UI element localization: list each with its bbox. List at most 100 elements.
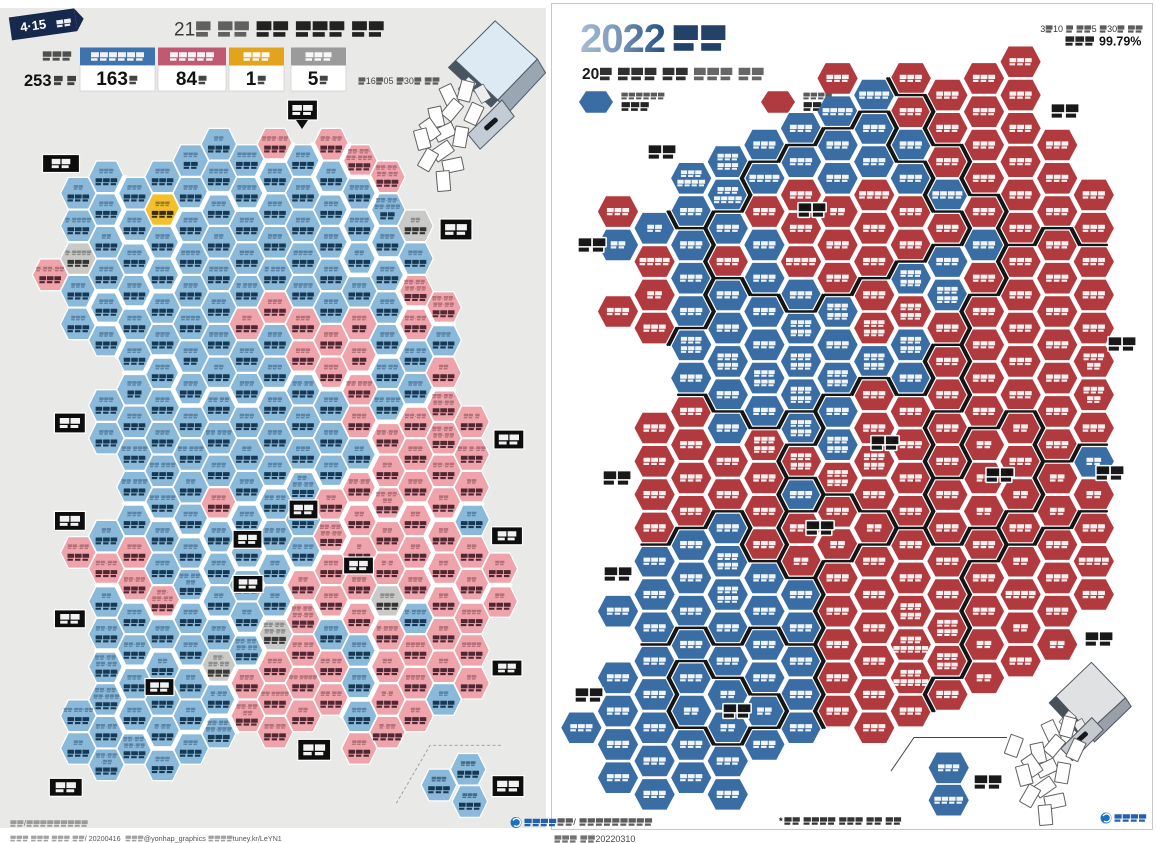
svg-text:10: 10 — [1053, 24, 1063, 34]
svg-text:·: · — [386, 561, 388, 567]
svg-text:·: · — [307, 476, 309, 482]
svg-text:16: 16 — [366, 76, 376, 86]
svg-text:·: · — [105, 753, 107, 759]
svg-text:/: / — [573, 817, 576, 828]
svg-text:·: · — [162, 597, 164, 603]
svg-text:·: · — [397, 492, 399, 498]
svg-text:·: · — [72, 708, 74, 714]
svg-text:·: · — [83, 708, 85, 714]
svg-text:·: · — [386, 492, 388, 498]
svg-text:253: 253 — [24, 72, 52, 90]
svg-text:·: · — [53, 267, 55, 273]
svg-text:·: · — [273, 623, 275, 629]
svg-text:·: · — [442, 427, 444, 433]
svg-text:·: · — [410, 610, 412, 616]
svg-text:·: · — [442, 296, 444, 302]
svg-text:·: · — [443, 433, 445, 439]
svg-text:·: · — [246, 646, 248, 652]
svg-text:·: · — [474, 447, 476, 453]
svg-text:20220310: 20220310 — [595, 834, 635, 843]
svg-text:·: · — [285, 623, 287, 629]
svg-text:·: · — [358, 479, 360, 485]
svg-text:·: · — [189, 574, 191, 580]
svg-text:·: · — [101, 760, 103, 766]
svg-text:·: · — [397, 198, 399, 204]
svg-text:·: · — [397, 166, 399, 172]
svg-text:·: · — [105, 626, 107, 632]
svg-text:·: · — [105, 688, 107, 694]
svg-text:·: · — [453, 427, 455, 433]
svg-text:·: · — [302, 482, 304, 488]
svg-text:·: · — [105, 724, 107, 730]
svg-text:·: · — [167, 590, 169, 596]
svg-text:·: · — [200, 574, 202, 580]
svg-text:·: · — [223, 655, 225, 661]
svg-text:5: 5 — [308, 69, 319, 90]
svg-text:·: · — [330, 136, 332, 142]
svg-text:·: · — [453, 296, 455, 302]
svg-text:30: 30 — [1107, 24, 1117, 34]
svg-text:/: / — [24, 819, 27, 828]
svg-text:·: · — [386, 172, 388, 178]
svg-text:·: · — [246, 704, 248, 710]
svg-text:·: · — [277, 136, 279, 142]
svg-text:84: 84 — [176, 69, 198, 90]
svg-text:·: · — [369, 149, 371, 155]
svg-text:·: · — [386, 692, 388, 698]
svg-text:@yonhap_graphics: @yonhap_graphics — [144, 834, 206, 843]
svg-text:·: · — [105, 561, 107, 567]
svg-text:·: · — [217, 721, 219, 727]
svg-text:.: . — [241, 283, 243, 289]
svg-text:·: · — [341, 525, 343, 531]
svg-text:·: · — [384, 724, 386, 730]
svg-text:5: 5 — [1092, 24, 1097, 34]
svg-text:·: · — [215, 692, 217, 698]
svg-text:·: · — [415, 316, 417, 322]
svg-text:·: · — [274, 724, 276, 730]
svg-text:·: · — [257, 639, 259, 645]
svg-text:.: . — [269, 267, 271, 273]
svg-text:·: · — [70, 218, 72, 224]
svg-text:·: · — [134, 577, 136, 583]
svg-text:05: 05 — [384, 76, 394, 86]
svg-text:·: · — [329, 525, 331, 531]
svg-text:·: · — [425, 280, 427, 286]
svg-text:21: 21 — [174, 20, 195, 41]
svg-text:·: · — [382, 626, 384, 632]
svg-text:·: · — [116, 688, 118, 694]
svg-text:·: · — [414, 280, 416, 286]
svg-text:·: · — [274, 629, 276, 635]
svg-text:·: · — [245, 639, 247, 645]
svg-text:·: · — [415, 414, 417, 420]
svg-text:·: · — [103, 695, 105, 701]
svg-text:30: 30 — [404, 76, 414, 86]
svg-text:·: · — [443, 303, 445, 309]
svg-text:/ 20200416: / 20200416 — [85, 834, 121, 843]
svg-text:*: * — [779, 816, 783, 827]
svg-text:·: · — [301, 606, 303, 612]
svg-text:·: · — [116, 655, 118, 661]
svg-text:·: · — [356, 156, 358, 162]
svg-text:·: · — [105, 655, 107, 661]
svg-text:·: · — [330, 531, 332, 537]
svg-text:·: · — [443, 463, 445, 469]
svg-text:·: · — [77, 545, 79, 551]
svg-text:·: · — [302, 381, 304, 387]
svg-text:·: · — [384, 205, 386, 211]
svg-text:·: · — [442, 394, 444, 400]
svg-text:·: · — [415, 286, 417, 292]
svg-text:·: · — [144, 737, 146, 743]
svg-text:·: · — [105, 662, 107, 668]
svg-text:·: · — [159, 724, 161, 730]
svg-text:·: · — [453, 394, 455, 400]
svg-text:·: · — [386, 430, 388, 436]
svg-text:4·15: 4·15 — [19, 16, 47, 34]
svg-text:·: · — [218, 662, 220, 668]
svg-text:·: · — [386, 166, 388, 172]
svg-text:·: · — [134, 744, 136, 750]
svg-text:·: · — [386, 198, 388, 204]
svg-text:tuney.kr/LeYN1: tuney.kr/LeYN1 — [233, 834, 282, 843]
svg-text:163: 163 — [96, 69, 128, 90]
svg-text:1: 1 — [246, 69, 257, 90]
svg-text:·: · — [134, 643, 136, 649]
